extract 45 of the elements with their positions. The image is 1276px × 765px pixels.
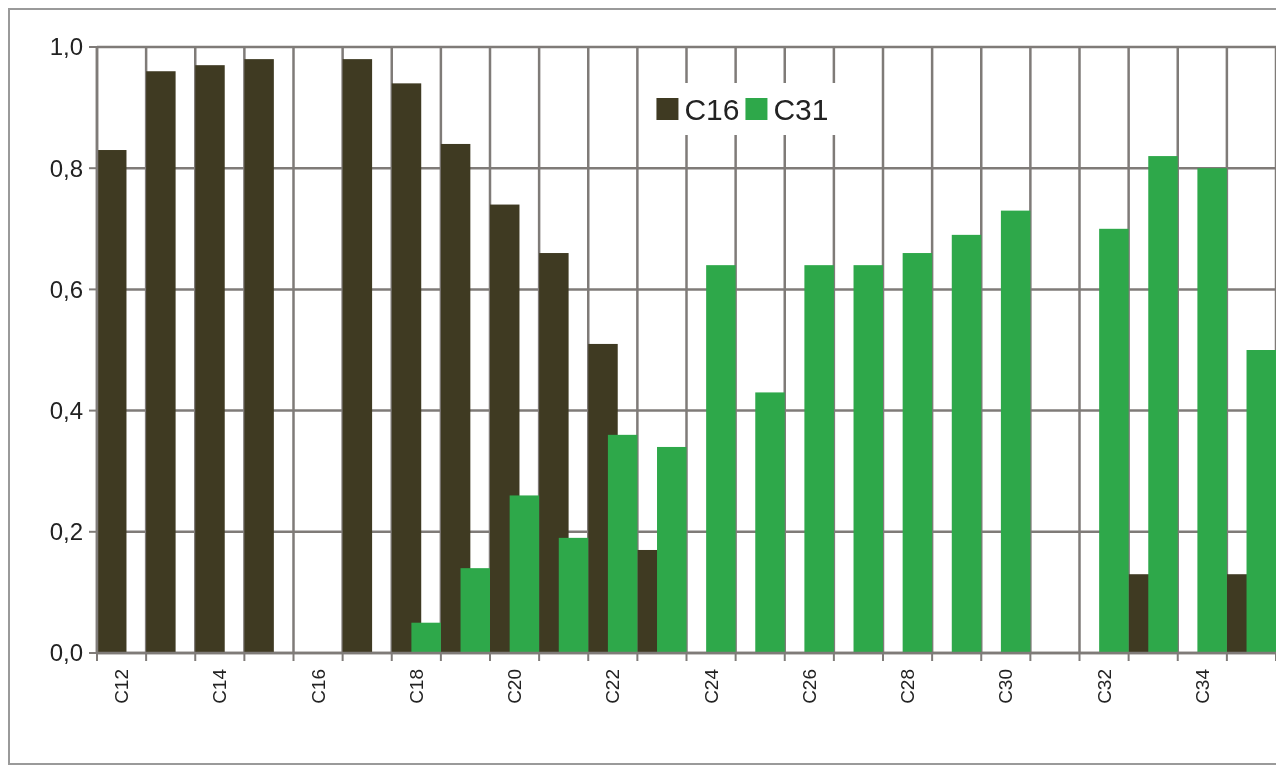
bar (607, 434, 638, 653)
legend-label: C31 (773, 92, 829, 126)
bar (853, 265, 883, 653)
bar (1197, 168, 1227, 653)
bar (558, 537, 589, 653)
y-tick-label: 0,8 (49, 154, 83, 182)
bar (706, 265, 736, 653)
x-tick-label: C22 (602, 669, 624, 704)
x-tick-label: C24 (700, 668, 722, 704)
bar (1148, 156, 1178, 653)
x-tick-label: C18 (405, 669, 427, 704)
y-tick-label: 0,4 (49, 397, 83, 424)
x-tick-label: C34 (1191, 668, 1213, 704)
bar (951, 234, 982, 653)
bar (804, 265, 834, 653)
bar (1246, 350, 1276, 653)
bar (1099, 228, 1129, 653)
y-tick-label: 0,2 (49, 518, 83, 546)
bar (539, 253, 569, 653)
x-tick-label: C28 (897, 669, 919, 704)
bar (657, 446, 687, 653)
x-tick-label: C20 (504, 669, 526, 704)
x-tick-label: C32 (1093, 669, 1115, 704)
bar (460, 568, 490, 653)
x-tick-label: C16 (307, 669, 329, 704)
x-tick-label: C30 (995, 669, 1017, 704)
bar (244, 59, 274, 653)
y-tick-label: 0,6 (49, 275, 83, 303)
x-tick-label: C12 (111, 669, 133, 704)
bar (902, 253, 933, 653)
bar (146, 71, 176, 653)
bar (1000, 210, 1031, 653)
legend-label: C16 (684, 92, 740, 126)
bar (97, 150, 127, 653)
bar (391, 83, 422, 653)
bar (411, 622, 441, 653)
x-tick-label: C14 (209, 668, 231, 704)
bar (509, 495, 540, 653)
y-tick-label: 1,0 (49, 33, 83, 61)
bar (440, 143, 471, 653)
bar (755, 392, 785, 653)
bar (342, 59, 373, 653)
x-tick-label: C26 (798, 669, 820, 704)
bar (195, 65, 225, 653)
y-tick-label: 0,0 (49, 639, 83, 667)
